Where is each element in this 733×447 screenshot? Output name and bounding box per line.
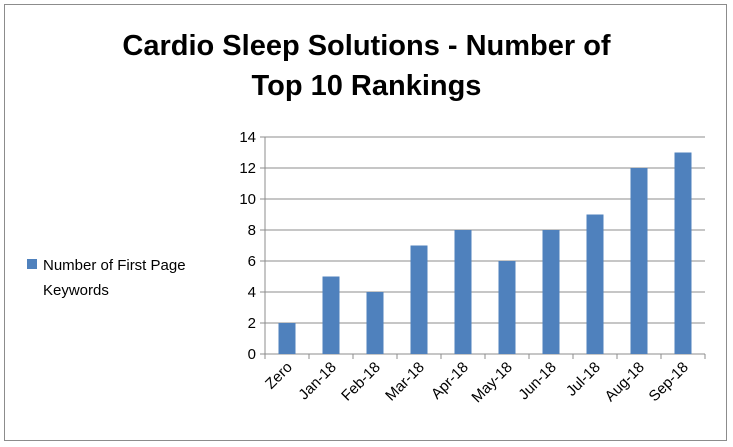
bar xyxy=(674,152,692,354)
bar xyxy=(410,245,428,354)
y-tick-label: 6 xyxy=(248,253,256,270)
bar xyxy=(498,261,516,354)
x-tick-label: Mar-18 xyxy=(382,359,428,405)
x-tick-label: Jun-18 xyxy=(515,359,559,403)
x-tick-label: Jul-18 xyxy=(563,359,604,400)
x-tick-label: Aug-18 xyxy=(602,359,648,405)
legend-label-line-1: Number of First Page xyxy=(43,257,186,274)
x-tick-label: Sep-18 xyxy=(646,359,692,405)
y-tick-label: 8 xyxy=(248,222,256,239)
bar xyxy=(542,230,560,354)
x-tick-label: May-18 xyxy=(468,359,515,406)
legend-label-line-2: Keywords xyxy=(43,282,109,299)
x-tick-label: Jan-18 xyxy=(295,359,339,403)
x-tick-label: Apr-18 xyxy=(428,359,472,403)
y-tick-label: 2 xyxy=(248,315,256,332)
chart-title-line-1: Cardio Sleep Solutions - Number of xyxy=(122,30,611,62)
legend-swatch xyxy=(27,259,37,269)
chart-frame xyxy=(4,4,727,441)
y-tick-label: 4 xyxy=(248,284,256,301)
y-tick-label: 0 xyxy=(248,346,256,363)
chart-title: Cardio Sleep Solutions - Number of Top 1… xyxy=(0,26,733,106)
bar xyxy=(322,276,340,354)
bar xyxy=(586,214,604,354)
bar xyxy=(630,168,648,354)
y-tick-label: 12 xyxy=(239,160,256,177)
y-tick-label: 10 xyxy=(239,191,256,208)
x-tick-label: Zero xyxy=(262,359,296,393)
x-tick-label: Feb-18 xyxy=(338,359,384,405)
bar xyxy=(454,230,472,354)
chart-title-line-2: Top 10 Rankings xyxy=(251,70,482,102)
bar xyxy=(278,323,296,354)
y-tick-label: 14 xyxy=(239,129,256,146)
bar xyxy=(366,292,384,354)
